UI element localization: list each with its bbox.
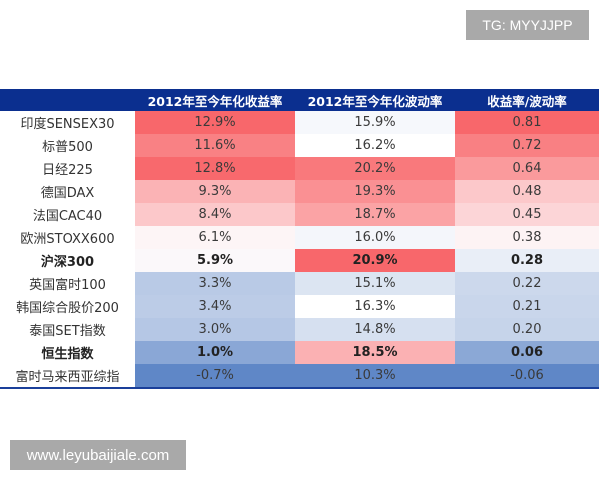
volatility-cell: 16.3% [295, 295, 455, 318]
ratio-cell: 0.48 [455, 180, 599, 203]
volatility-cell: 19.3% [295, 180, 455, 203]
table-row: 德国DAX 9.3% 19.3% 0.48 [0, 180, 599, 203]
return-cell: 1.0% [135, 341, 295, 364]
return-cell: 3.3% [135, 272, 295, 295]
index-name-cell: 英国富时100 [0, 272, 135, 295]
index-name-cell: 法国CAC40 [0, 203, 135, 226]
header-return-volatility-ratio: 收益率/波动率 [455, 89, 599, 111]
index-return-volatility-table: 2012年至今年化收益率 2012年至今年化波动率 收益率/波动率 印度SENS… [0, 89, 599, 389]
return-cell: 6.1% [135, 226, 295, 249]
index-name-cell: 欧洲STOXX600 [0, 226, 135, 249]
index-name-cell: 沪深300 [0, 249, 135, 272]
volatility-cell: 10.3% [295, 364, 455, 388]
volatility-cell: 15.1% [295, 272, 455, 295]
volatility-cell: 18.7% [295, 203, 455, 226]
volatility-cell: 16.2% [295, 134, 455, 157]
header-row: 2012年至今年化收益率 2012年至今年化波动率 收益率/波动率 [0, 89, 599, 111]
index-name-cell: 韩国综合股价200 [0, 295, 135, 318]
ratio-cell: 0.20 [455, 318, 599, 341]
index-name-cell: 泰国SET指数 [0, 318, 135, 341]
ratio-cell: 0.06 [455, 341, 599, 364]
index-name-cell: 恒生指数 [0, 341, 135, 364]
table-row: 标普500 11.6% 16.2% 0.72 [0, 134, 599, 157]
return-cell: 8.4% [135, 203, 295, 226]
index-name-cell: 德国DAX [0, 180, 135, 203]
index-name-cell: 标普500 [0, 134, 135, 157]
watermark-bottom: www.leyubaijiale.com [10, 440, 186, 470]
ratio-cell: 0.22 [455, 272, 599, 295]
volatility-cell: 18.5% [295, 341, 455, 364]
return-cell: 9.3% [135, 180, 295, 203]
table-row: 法国CAC40 8.4% 18.7% 0.45 [0, 203, 599, 226]
ratio-cell: 0.38 [455, 226, 599, 249]
ratio-cell: 0.72 [455, 134, 599, 157]
ratio-cell: 0.45 [455, 203, 599, 226]
ratio-cell: 0.81 [455, 111, 599, 134]
return-cell: 3.4% [135, 295, 295, 318]
index-name-cell: 富时马来西亚综指 [0, 364, 135, 388]
table-row: 恒生指数 1.0% 18.5% 0.06 [0, 341, 599, 364]
ratio-cell: 0.64 [455, 157, 599, 180]
ratio-cell: -0.06 [455, 364, 599, 388]
volatility-cell: 14.8% [295, 318, 455, 341]
index-name-cell: 印度SENSEX30 [0, 111, 135, 134]
ratio-cell: 0.28 [455, 249, 599, 272]
table-row: 沪深300 5.9% 20.9% 0.28 [0, 249, 599, 272]
table-row: 富时马来西亚综指 -0.7% 10.3% -0.06 [0, 364, 599, 388]
header-annualized-return: 2012年至今年化收益率 [135, 89, 295, 111]
table-row: 印度SENSEX30 12.9% 15.9% 0.81 [0, 111, 599, 134]
header-annualized-volatility: 2012年至今年化波动率 [295, 89, 455, 111]
volatility-cell: 16.0% [295, 226, 455, 249]
volatility-cell: 20.9% [295, 249, 455, 272]
ratio-cell: 0.21 [455, 295, 599, 318]
return-cell: 3.0% [135, 318, 295, 341]
table-row: 日经225 12.8% 20.2% 0.64 [0, 157, 599, 180]
return-cell: 12.9% [135, 111, 295, 134]
return-cell: 5.9% [135, 249, 295, 272]
return-cell: 11.6% [135, 134, 295, 157]
volatility-cell: 20.2% [295, 157, 455, 180]
return-cell: 12.8% [135, 157, 295, 180]
watermark-top: TG: MYYJJPP [466, 10, 589, 40]
return-cell: -0.7% [135, 364, 295, 388]
table-row: 泰国SET指数 3.0% 14.8% 0.20 [0, 318, 599, 341]
table-row: 欧洲STOXX600 6.1% 16.0% 0.38 [0, 226, 599, 249]
index-name-cell: 日经225 [0, 157, 135, 180]
table-row: 英国富时100 3.3% 15.1% 0.22 [0, 272, 599, 295]
header-index [0, 89, 135, 111]
table-row: 韩国综合股价200 3.4% 16.3% 0.21 [0, 295, 599, 318]
volatility-cell: 15.9% [295, 111, 455, 134]
